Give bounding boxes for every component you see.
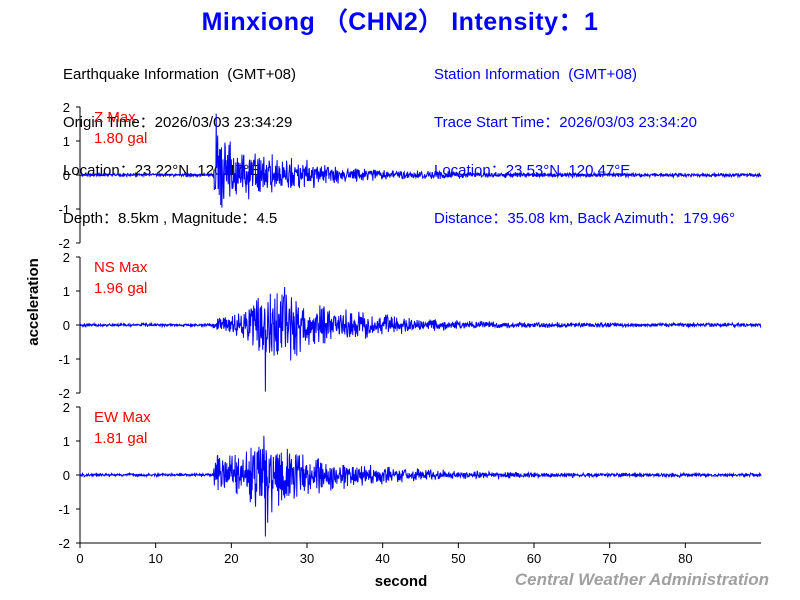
max-label-ns: NS Max — [94, 259, 148, 276]
waveform-z — [79, 113, 762, 208]
trace-start-time: Trace Start Time：2026/03/03 23:34:20 — [434, 114, 697, 131]
max-value-ew: 1.81 gal — [94, 430, 147, 447]
origin-time: Origin Time：2026/03/03 23:34:29 — [63, 114, 293, 131]
y-tick-label: 0 — [63, 168, 70, 183]
y-tick-label: -2 — [58, 236, 70, 251]
y-tick-label: -2 — [58, 536, 70, 551]
x-tick-label: 50 — [451, 551, 465, 566]
x-axis-label: second — [375, 573, 428, 590]
depth-magnitude: Depth：8.5km , Magnitude：4.5 — [63, 210, 278, 227]
x-tick-label: 20 — [224, 551, 238, 566]
y-tick-label: -1 — [58, 352, 70, 367]
y-tick-label: 2 — [63, 250, 70, 265]
chart-title: Minxiong （CHN2） Intensity：1 — [201, 8, 599, 36]
y-tick-label: -1 — [58, 202, 70, 217]
y-tick-label: 0 — [63, 468, 70, 483]
y-tick-label: 2 — [63, 100, 70, 115]
credit-text: Central Weather Administration — [514, 570, 769, 589]
y-tick-label: 2 — [63, 400, 70, 415]
y-tick-label: 1 — [63, 284, 70, 299]
earthquake-info-heading: Earthquake Information (GMT+08) — [63, 66, 297, 83]
waveform-ew — [79, 435, 762, 537]
x-tick-label: 10 — [148, 551, 162, 566]
y-tick-label: 1 — [63, 134, 70, 149]
y-tick-label: -1 — [58, 502, 70, 517]
distance-azimuth: Distance：35.08 km, Back Azimuth：179.96° — [434, 210, 736, 227]
station-info-heading: Station Information (GMT+08) — [434, 66, 637, 83]
y-tick-label: 0 — [63, 318, 70, 333]
max-label-z: Z Max — [94, 109, 136, 126]
x-tick-label: 60 — [527, 551, 541, 566]
x-tick-label: 40 — [375, 551, 389, 566]
waveform-ns — [79, 286, 762, 392]
max-label-ew: EW Max — [94, 409, 151, 426]
max-value-z: 1.80 gal — [94, 130, 147, 147]
y-axis-label: acceleration — [25, 258, 42, 346]
x-tick-label: 30 — [300, 551, 314, 566]
max-value-ns: 1.96 gal — [94, 280, 147, 297]
x-tick-label: 70 — [602, 551, 616, 566]
x-tick-label: 80 — [678, 551, 692, 566]
x-tick-label: 0 — [76, 551, 83, 566]
y-tick-label: -2 — [58, 386, 70, 401]
y-tick-label: 1 — [63, 434, 70, 449]
